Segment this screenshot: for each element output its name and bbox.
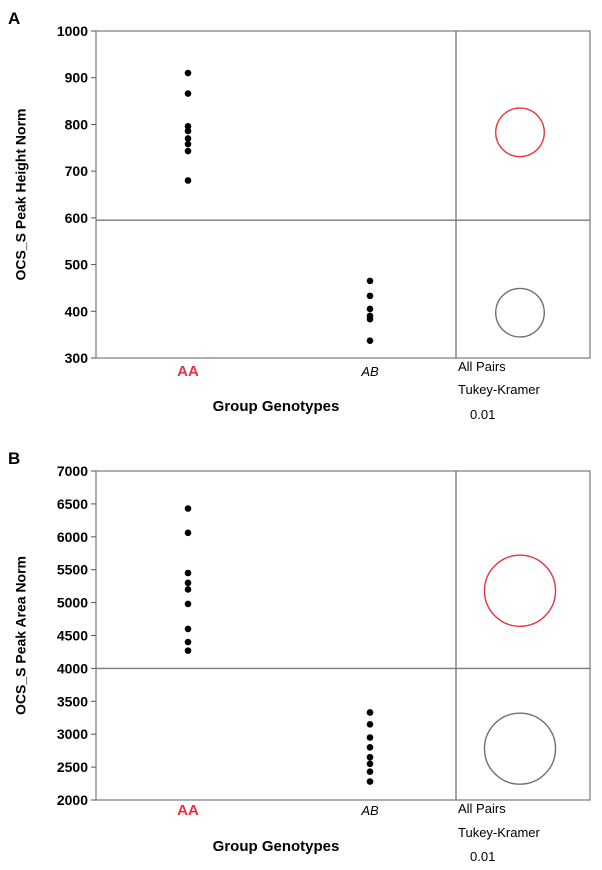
data-point-aa xyxy=(184,600,192,608)
data-point-aa xyxy=(184,505,192,512)
y-tick-label: 3000 xyxy=(57,726,88,742)
y-tick-label: 5500 xyxy=(57,562,88,578)
x-category-label-aa: AA xyxy=(177,363,199,380)
data-point-aa xyxy=(184,90,192,97)
data-point-ab xyxy=(366,778,374,785)
panel-label: A xyxy=(8,9,20,28)
comparison-label-line: Tukey-Kramer xyxy=(458,382,541,397)
data-point-aa xyxy=(184,69,192,77)
panel-b: B 2000 2500 3000 3500 4000 4500 5000 5500 6000 650… xyxy=(8,449,591,864)
panel-label: B xyxy=(8,449,20,468)
y-tick-label: 4000 xyxy=(57,660,88,676)
data-point-aa xyxy=(184,647,192,654)
y-tick-label: 6500 xyxy=(57,496,88,512)
y-tick-label: 5000 xyxy=(57,595,88,611)
x-category-label-aa: AA xyxy=(177,802,199,819)
data-point-aa xyxy=(184,135,192,142)
data-point-ab xyxy=(366,721,374,728)
y-axis-label: OCS_S Peak Area Norm xyxy=(13,556,29,715)
data-point-ab xyxy=(366,768,374,776)
data-point-aa xyxy=(184,147,192,155)
y-tick-label: 3500 xyxy=(57,693,88,709)
y-tick-label: 6000 xyxy=(57,529,88,545)
plot-frame xyxy=(95,470,457,801)
data-point-aa xyxy=(184,638,192,646)
data-point-aa xyxy=(184,127,192,135)
comparison-circle-aa xyxy=(483,554,557,627)
y-tick-label: 1000 xyxy=(57,23,88,39)
data-point-aa xyxy=(184,579,192,587)
y-axis-label: OCS_S Peak Height Norm xyxy=(13,109,29,281)
data-point-aa xyxy=(184,569,192,577)
data-point-ab xyxy=(366,305,374,313)
comparison-frame xyxy=(455,30,591,359)
comparison-label-line: Tukey-Kramer xyxy=(458,825,541,840)
y-tick-label: 600 xyxy=(65,210,89,226)
data-point-ab xyxy=(366,753,374,761)
comparison-circle-ab xyxy=(483,712,557,785)
x-category-label-ab: AB xyxy=(360,364,379,379)
data-point-aa xyxy=(184,529,192,537)
data-point-ab xyxy=(366,277,374,285)
comparison-label-line: All Pairs xyxy=(458,801,506,816)
y-tick-label: 4500 xyxy=(57,628,88,644)
x-axis-label: Group Genotypes xyxy=(213,838,340,855)
data-point-aa xyxy=(184,140,192,148)
y-tick-label: 2500 xyxy=(57,759,88,775)
y-tick-label: 7000 xyxy=(57,463,88,479)
y-tick-label: 2000 xyxy=(57,792,88,808)
data-point-ab xyxy=(366,709,374,716)
data-point-aa xyxy=(184,177,192,184)
comparison-frame xyxy=(455,470,591,801)
comparison-label-line: 0.01 xyxy=(470,849,495,864)
y-tick-label: 800 xyxy=(65,116,89,132)
data-point-ab xyxy=(366,292,374,300)
y-tick-label: 900 xyxy=(65,70,89,86)
panel-a: A 300 400 500 600 700 800 900 1000 OCS_S Peak Hei… xyxy=(8,9,591,422)
y-tick-label: 300 xyxy=(65,350,89,366)
comparison-label-line: All Pairs xyxy=(458,359,506,374)
data-point-ab xyxy=(366,760,374,768)
x-axis-label: Group Genotypes xyxy=(213,398,340,415)
data-point-ab xyxy=(366,337,374,345)
data-point-aa xyxy=(184,586,192,593)
comparison-label-line: 0.01 xyxy=(470,407,495,422)
y-tick-label: 700 xyxy=(65,163,89,179)
data-point-aa xyxy=(184,625,192,633)
comparison-circle-ab xyxy=(495,287,545,338)
data-point-ab xyxy=(366,744,374,751)
data-point-ab xyxy=(366,734,374,741)
data-point-ab xyxy=(366,315,374,323)
x-category-label-ab: AB xyxy=(360,803,379,818)
y-tick-label: 400 xyxy=(65,303,89,319)
plot-frame xyxy=(95,30,457,359)
y-tick-label: 500 xyxy=(65,257,89,273)
data-point-aa xyxy=(184,122,192,130)
comparison-circle-aa xyxy=(495,107,545,158)
